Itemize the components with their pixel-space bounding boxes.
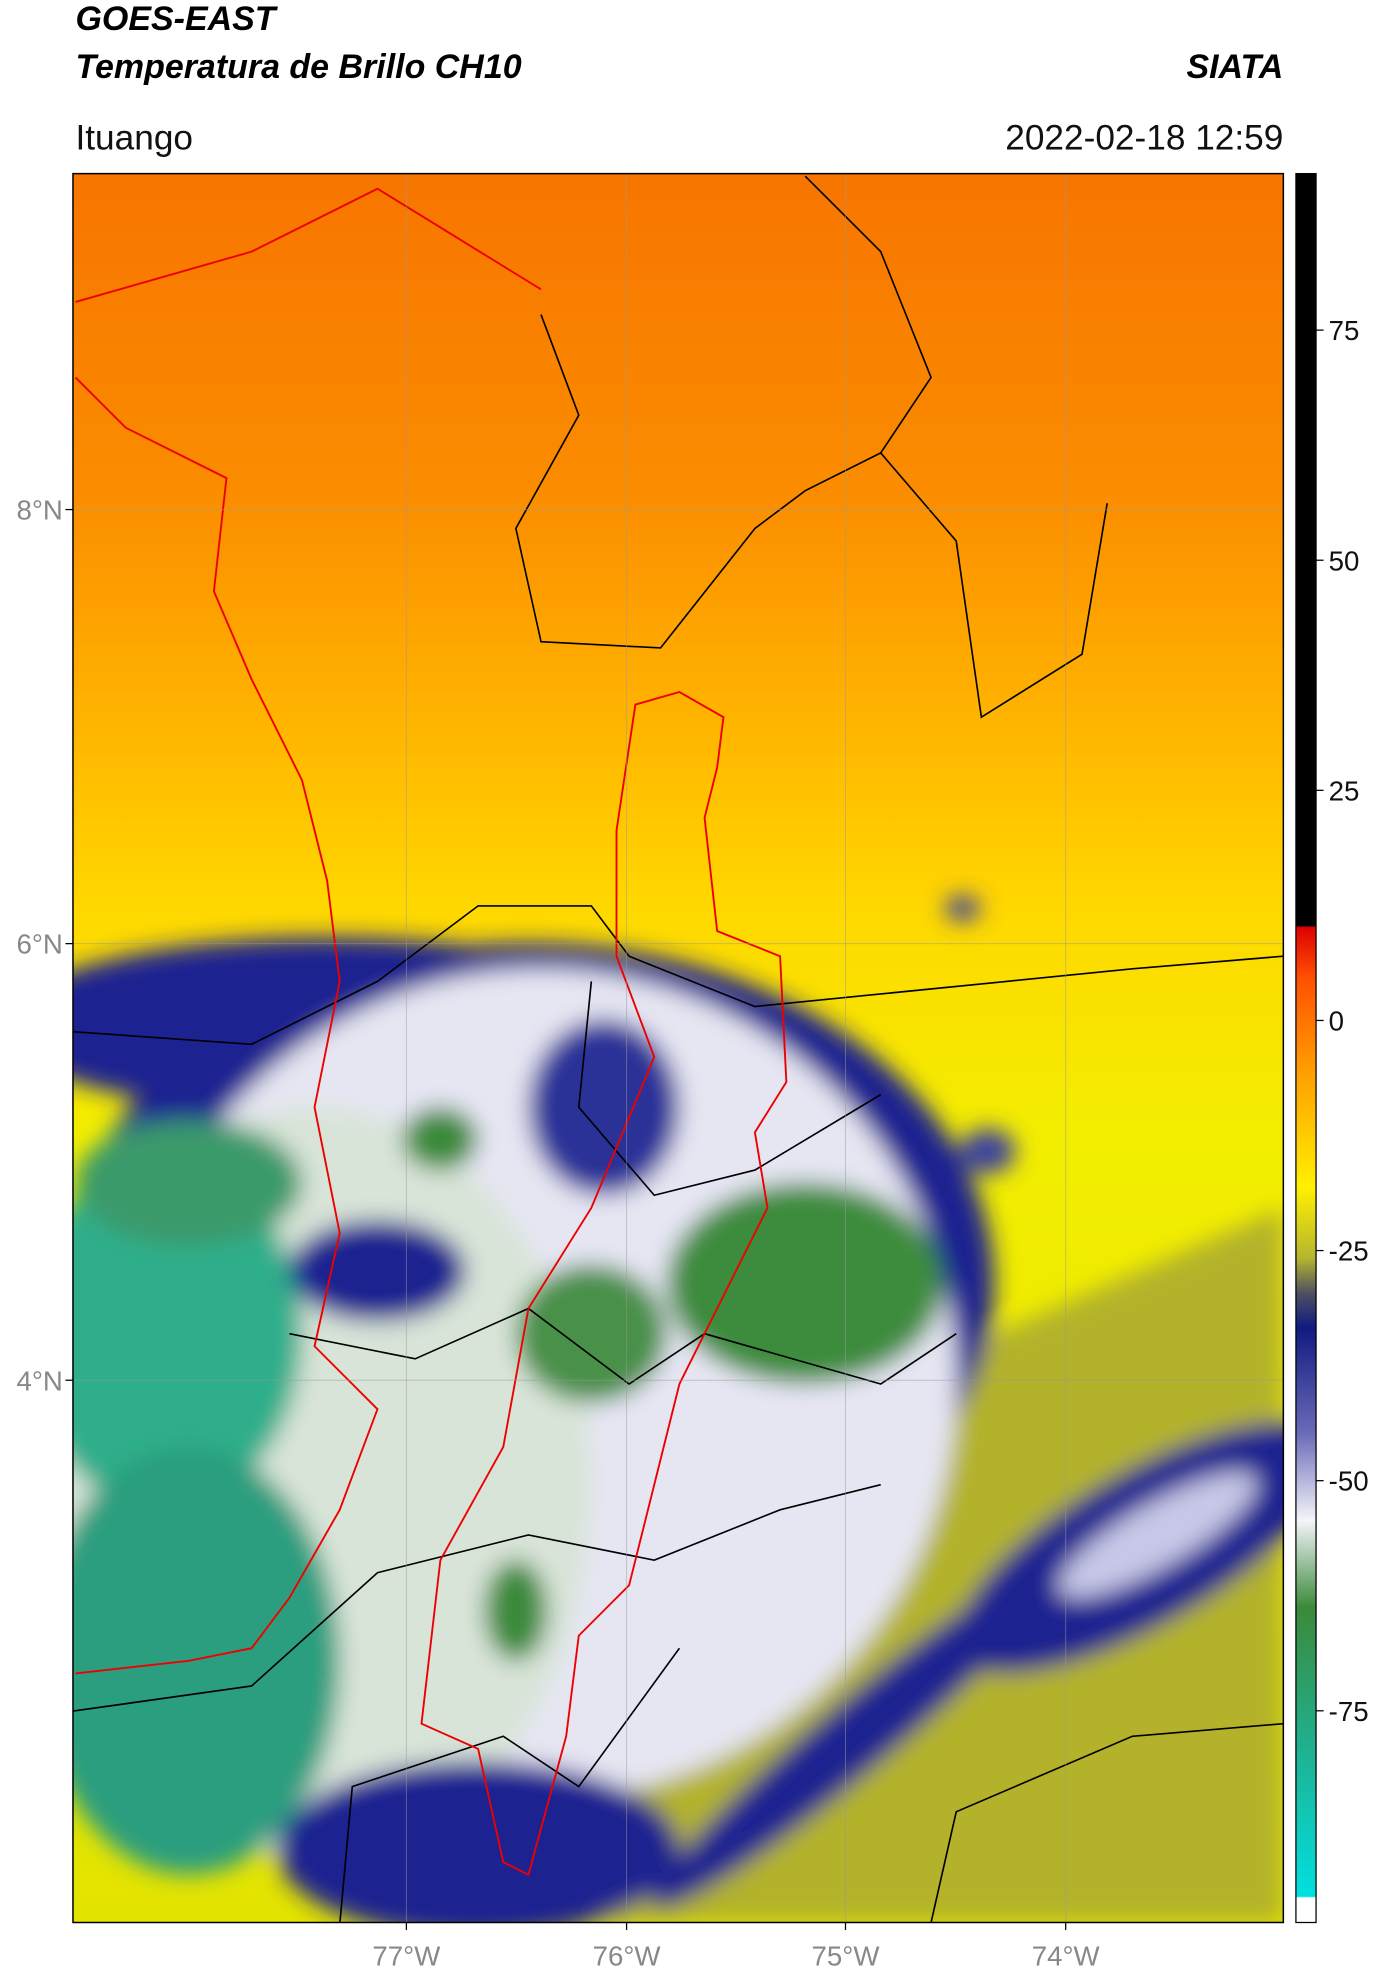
subtitle: Temperatura de Brillo CH10: [75, 48, 521, 86]
title: GOES-EAST: [75, 0, 278, 38]
colorbar-tick-label: 50: [1329, 545, 1360, 576]
lon-label: 77°W: [372, 1940, 441, 1971]
location: Ituango: [75, 119, 193, 158]
colorbar-tick-label: 0: [1329, 1006, 1344, 1037]
map-frame: [72, 172, 1285, 1924]
colorbar-tick-label: 25: [1329, 775, 1360, 806]
colorbar-tick-label: 75: [1329, 315, 1360, 346]
lat-label: 6°N: [16, 929, 62, 960]
colorbar-tick-label: -25: [1329, 1236, 1369, 1267]
satellite-image: [72, 173, 1284, 1923]
lon-label: 75°W: [812, 1940, 881, 1971]
graticule: [72, 173, 1284, 1923]
colorbar: [1295, 172, 1317, 1924]
lon-label: 76°W: [593, 1940, 662, 1971]
colorbar-tick-label: -75: [1329, 1696, 1369, 1727]
lon-label: 74°W: [1032, 1940, 1101, 1971]
source: SIATA: [1186, 48, 1283, 86]
lat-label: 4°N: [16, 1365, 62, 1396]
colorbar-tick-label: -50: [1329, 1466, 1369, 1497]
lat-label: 8°N: [16, 495, 62, 526]
timestamp: 2022-02-18 12:59: [1005, 119, 1283, 158]
